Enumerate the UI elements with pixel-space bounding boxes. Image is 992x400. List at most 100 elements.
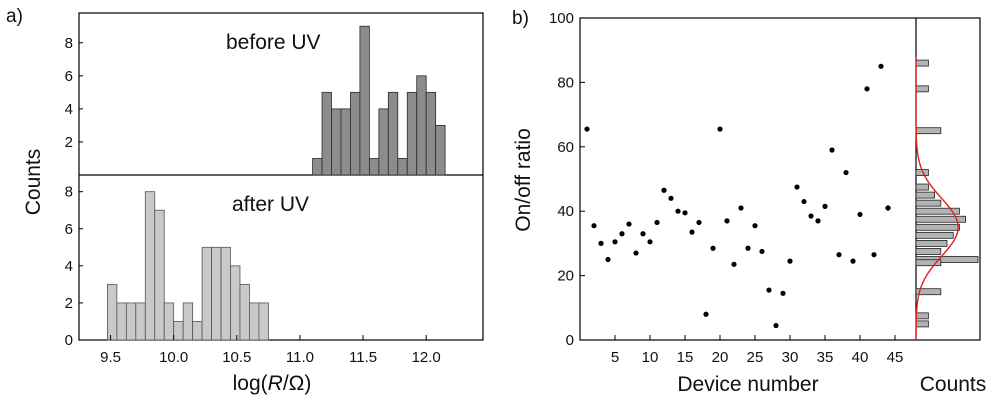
scatter-point-24 — [752, 223, 758, 229]
scatter-point-4 — [612, 239, 618, 245]
side-histogram-bar-16 — [915, 312, 929, 320]
scatter-point-9 — [647, 239, 653, 245]
after-uv-bar-16 — [258, 302, 269, 341]
scatter-point-29 — [787, 258, 793, 264]
panel-b-x-tick-label: 10 — [642, 349, 659, 366]
before-uv-bar-13 — [435, 125, 446, 176]
scatter-point-23 — [745, 245, 751, 251]
panel-b-y-tick-label: 40 — [557, 203, 574, 220]
panel-b-y-tick-label: 0 — [566, 332, 574, 349]
scatter-point-15 — [689, 229, 695, 235]
scatter-point-43 — [885, 205, 891, 211]
scatter-point-26 — [766, 287, 772, 293]
panel-b-y-tick-label: 20 — [557, 268, 574, 285]
scatter-point-36 — [836, 252, 842, 258]
before-uv-bar-1 — [321, 91, 332, 176]
panel-b-y-tick-label: 60 — [557, 139, 574, 156]
side-histogram-bar-0 — [915, 59, 929, 67]
after-uv-bar-1 — [116, 302, 127, 341]
after-uv-bar-3 — [135, 302, 146, 341]
scatter-point-20 — [724, 218, 730, 224]
x-label-variable: R — [268, 372, 283, 395]
x-label-suffix: /Ω) — [283, 372, 312, 395]
panel-b-frame — [579, 17, 981, 341]
after-uv-bar-7 — [173, 321, 184, 341]
side-histogram-bar-9 — [915, 223, 960, 231]
before-uv-bar-2 — [331, 108, 342, 176]
panel-a-x-tick-label: 11.0 — [286, 349, 314, 366]
after-uv-y-tick-label: 2 — [65, 295, 73, 312]
before-uv-y-tick-label: 8 — [65, 35, 73, 52]
panel-a-x-label: log(R/Ω) — [233, 372, 312, 395]
panel-b-x-ticks: 5 10 15 20 25 30 35 40 45 — [611, 335, 904, 366]
after-uv-bar-8 — [182, 302, 194, 341]
scatter-point-41 — [871, 252, 877, 258]
before-uv-bar-9 — [397, 158, 408, 176]
before-uv-histogram — [312, 25, 446, 176]
after-uv-y-tick-label: 4 — [65, 258, 73, 275]
scatter-points — [584, 63, 891, 329]
scatter-point-16 — [696, 219, 702, 226]
scatter-point-31 — [801, 198, 807, 205]
scatter-point-7 — [633, 250, 639, 256]
panel-b-x-tick-label: 45 — [887, 349, 904, 366]
before-uv-bar-4 — [350, 91, 361, 176]
scatter-point-5 — [619, 231, 625, 237]
panel-b-x-tick-label: 20 — [712, 349, 729, 366]
side-histogram-bar-17 — [915, 320, 929, 328]
scatter-point-25 — [759, 248, 765, 255]
scatter-point-22 — [738, 205, 744, 211]
after-uv-bar-14 — [239, 283, 250, 341]
panel-b-y-label: On/off ratio — [512, 128, 535, 232]
after-uv-bar-11 — [211, 246, 222, 341]
after-uv-bar-10 — [201, 246, 212, 341]
panel-b-x-tick-label: 30 — [782, 349, 799, 366]
gaussian-fit-line — [915, 56, 959, 341]
panel-b-x-tick-label: 25 — [747, 349, 764, 366]
panel-a-frame — [78, 12, 484, 341]
after-uv-bar-5 — [154, 209, 165, 341]
panel-b-y-tick-label: 80 — [557, 74, 574, 91]
scatter-point-27 — [773, 322, 779, 329]
side-histogram-bar-6 — [915, 199, 942, 207]
before-uv-bar-11 — [416, 75, 427, 176]
side-histogram-bar-11 — [915, 239, 948, 247]
panel-a-x-tick-label: 10.0 — [159, 349, 188, 366]
before-uv-bar-5 — [359, 25, 370, 176]
panel-b-y-ticks: 0 20 40 60 80 100 — [549, 10, 585, 349]
side-histogram-bar-10 — [915, 231, 954, 239]
after-uv-bar-13 — [230, 265, 241, 341]
panel-b-label: b) — [512, 8, 529, 29]
scatter-point-21 — [731, 261, 737, 267]
panel-a-x-tick-label: 12.0 — [412, 349, 441, 366]
scatter-point-12 — [668, 195, 674, 201]
panel-b-x-tick-label: 35 — [817, 349, 834, 366]
after-uv-y-tick-label: 6 — [65, 221, 73, 238]
side-histogram-bar-1 — [915, 85, 929, 93]
side-histogram-bar-14 — [915, 259, 942, 267]
before-uv-bar-10 — [406, 91, 418, 176]
scatter-point-0 — [584, 126, 590, 132]
panel-a-x-tick-label: 9.5 — [100, 349, 121, 366]
scatter-point-13 — [675, 208, 681, 214]
before-uv-y-tick-label: 2 — [65, 134, 73, 151]
after-uv-bar-2 — [125, 302, 137, 341]
after-uv-bar-0 — [107, 283, 118, 341]
after-uv-bar-6 — [163, 302, 175, 341]
before-uv-bar-6 — [368, 158, 380, 176]
after-uv-bar-15 — [249, 302, 260, 341]
before-uv-bar-12 — [425, 91, 437, 176]
scatter-point-1 — [591, 223, 597, 229]
panel-a-x-ticks: 9.5 10.0 10.5 11.0 11.5 12.0 — [100, 335, 441, 366]
side-histogram-x-label: Counts — [920, 373, 987, 396]
after-uv-bar-12 — [220, 246, 231, 341]
scatter-point-39 — [857, 211, 863, 218]
scatter-point-3 — [605, 256, 611, 263]
scatter-point-30 — [794, 184, 800, 190]
side-histogram-bar-12 — [915, 248, 942, 255]
panel-b-x-tick-label: 15 — [677, 349, 694, 366]
panel-b: 0 20 40 60 80 100 5 10 15 20 25 30 35 40 45 On/off ra… — [512, 10, 986, 396]
scatter-point-8 — [640, 231, 646, 237]
scatter-point-28 — [780, 290, 786, 296]
